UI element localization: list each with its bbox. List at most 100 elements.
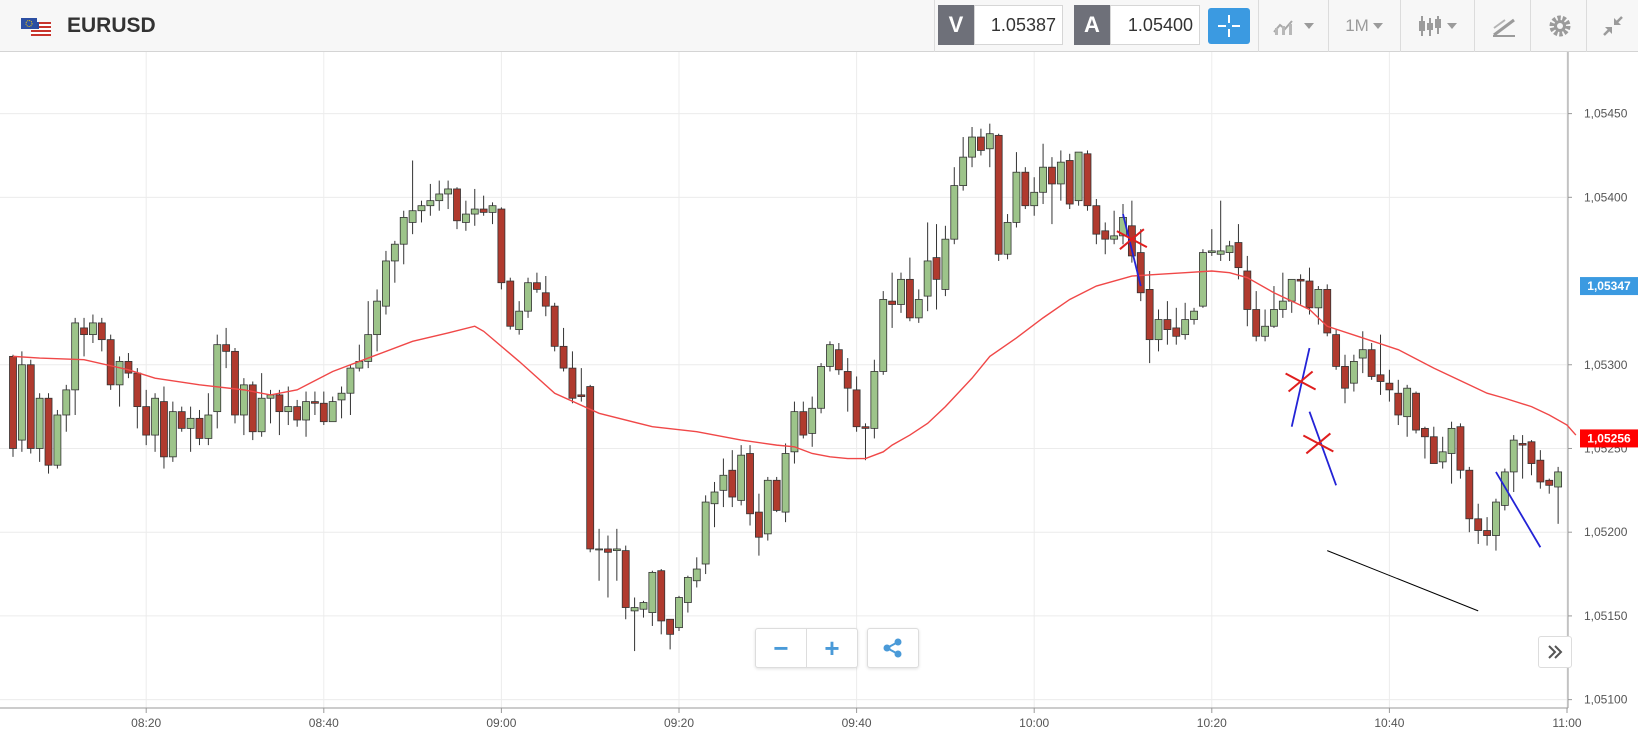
candle-body (905, 278, 914, 319)
candle-body (755, 511, 763, 538)
price-tag (1580, 429, 1638, 448)
candle-body (1234, 242, 1243, 269)
candle-body (9, 355, 17, 449)
candle-body (977, 136, 985, 151)
sell-button[interactable]: V (938, 5, 974, 45)
candle-body (124, 361, 133, 374)
candle-body (675, 597, 683, 629)
candle-body (1403, 387, 1412, 418)
candle-body (1332, 334, 1341, 367)
share-button[interactable] (867, 628, 919, 668)
candle-body (35, 397, 44, 449)
candle-body (328, 401, 337, 423)
candle-body (1012, 171, 1021, 223)
candle-body (444, 188, 453, 195)
candle-body (222, 344, 231, 352)
candle-body (337, 392, 346, 401)
candle-body (639, 602, 648, 610)
candle-body (897, 278, 905, 305)
candle-body (1216, 250, 1225, 255)
crosshair-icon (1218, 15, 1240, 37)
candle-body (515, 310, 524, 330)
zoom-in-button[interactable]: + (824, 632, 840, 663)
candle-body (879, 299, 888, 372)
candle-body (151, 397, 159, 436)
candle-body (44, 397, 53, 466)
candle-body (1358, 349, 1367, 359)
drawing-tools-button[interactable] (1478, 0, 1530, 52)
candle-body (417, 205, 426, 212)
scroll-to-latest-button[interactable] (1538, 636, 1572, 668)
candle-body (497, 208, 506, 284)
candle-body (1083, 153, 1092, 207)
candle-body (1554, 471, 1563, 488)
candle-body (1199, 252, 1207, 307)
candle-body (577, 394, 586, 397)
gear-icon (1549, 15, 1571, 37)
chart-type-icon (1273, 20, 1293, 35)
candle-body (1278, 300, 1287, 310)
candle-body (683, 577, 692, 603)
moving-average-line (12, 270, 1577, 460)
candle-body (133, 372, 142, 408)
candle-body (390, 243, 399, 262)
candle-body (790, 411, 799, 453)
candle-body (1163, 319, 1172, 330)
chevron-down-icon (1447, 23, 1457, 29)
candle-style-button[interactable] (1404, 0, 1470, 52)
candle-body (1048, 166, 1056, 185)
candle-body (1190, 310, 1198, 320)
candle-body (1385, 382, 1394, 391)
candle-body (861, 426, 870, 429)
y-tick-label: 1,05450 (1584, 107, 1628, 121)
collapse-button[interactable] (1590, 0, 1636, 52)
x-mark-drawing (1287, 370, 1314, 393)
candle-body (1536, 459, 1545, 483)
candle-body (1474, 518, 1483, 531)
candle-body (62, 389, 71, 416)
candle-body (293, 406, 302, 421)
settings-button[interactable] (1534, 0, 1586, 52)
candle-body (106, 339, 115, 386)
candle-body (488, 205, 497, 213)
symbol-title: EURUSD (67, 14, 156, 37)
candle-body (239, 384, 248, 416)
x-tick-label: 08:20 (131, 716, 161, 730)
x-tick-label: 10:40 (1374, 716, 1404, 730)
candle-body (399, 217, 408, 245)
zoom-out-button[interactable]: − (773, 632, 789, 663)
candle-body (719, 474, 728, 491)
price-chart[interactable]: 1,054501,054001,053001,052501,052001,051… (0, 52, 1638, 740)
candle-body (231, 350, 239, 416)
candle-body (612, 548, 621, 552)
candle-body (746, 453, 754, 515)
candle-body (781, 453, 790, 513)
candle-body (1296, 278, 1305, 282)
timeframe-select[interactable]: 1M (1332, 0, 1396, 52)
candle-body (373, 300, 381, 336)
candle-body (1349, 361, 1358, 384)
candle-body (843, 371, 852, 389)
candle-body (1287, 278, 1296, 302)
chart-type-button[interactable] (1262, 0, 1324, 52)
x-tick-label: 11:00 (1552, 716, 1581, 730)
buy-price: 1.05400 (1127, 15, 1193, 35)
candle-body (737, 454, 746, 501)
candle-body (204, 414, 213, 439)
candle-body (1412, 392, 1420, 431)
crosshair-button[interactable] (1208, 8, 1250, 44)
candle-body (479, 208, 488, 213)
candle-body (701, 501, 710, 565)
sell-price-box[interactable] (974, 5, 1063, 45)
price-tag (1580, 277, 1638, 296)
candle-body (1429, 436, 1438, 464)
buy-button[interactable]: A (1074, 5, 1110, 45)
candle-body (177, 411, 186, 429)
trendline-drawing (1122, 213, 1142, 287)
zoom-controls: − + (755, 628, 858, 668)
y-tick-label: 1,05400 (1584, 190, 1628, 204)
buy-price-box[interactable] (1110, 5, 1200, 45)
chevron-down-icon (1372, 23, 1383, 29)
candle-body (950, 185, 959, 240)
candle-body (1145, 289, 1154, 341)
